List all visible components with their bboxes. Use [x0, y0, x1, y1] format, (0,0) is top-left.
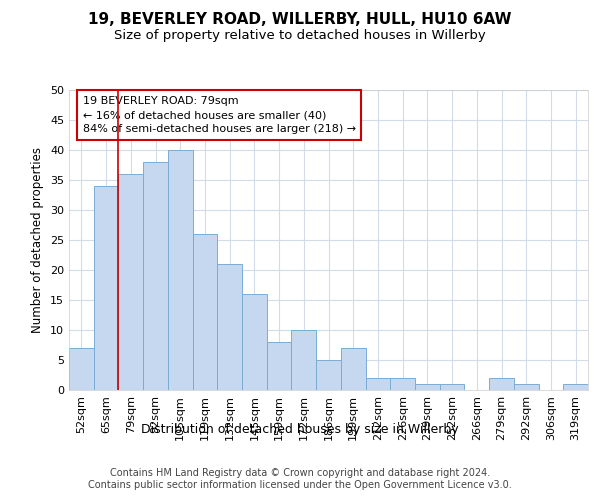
Bar: [193, 234, 217, 390]
Text: 19 BEVERLEY ROAD: 79sqm
← 16% of detached houses are smaller (40)
84% of semi-de: 19 BEVERLEY ROAD: 79sqm ← 16% of detache…: [83, 96, 356, 134]
Bar: [94, 186, 118, 390]
Bar: [563, 384, 588, 390]
Text: Size of property relative to detached houses in Willerby: Size of property relative to detached ho…: [114, 29, 486, 42]
Bar: [217, 264, 242, 390]
Bar: [514, 384, 539, 390]
Text: Contains public sector information licensed under the Open Government Licence v3: Contains public sector information licen…: [88, 480, 512, 490]
Bar: [118, 174, 143, 390]
Bar: [341, 348, 365, 390]
Bar: [390, 378, 415, 390]
Bar: [440, 384, 464, 390]
Bar: [69, 348, 94, 390]
Bar: [242, 294, 267, 390]
Bar: [168, 150, 193, 390]
Bar: [267, 342, 292, 390]
Text: Distribution of detached houses by size in Willerby: Distribution of detached houses by size …: [141, 422, 459, 436]
Bar: [143, 162, 168, 390]
Text: 19, BEVERLEY ROAD, WILLERBY, HULL, HU10 6AW: 19, BEVERLEY ROAD, WILLERBY, HULL, HU10 …: [88, 12, 512, 28]
Bar: [292, 330, 316, 390]
Bar: [316, 360, 341, 390]
Bar: [365, 378, 390, 390]
Bar: [415, 384, 440, 390]
Y-axis label: Number of detached properties: Number of detached properties: [31, 147, 44, 333]
Bar: [489, 378, 514, 390]
Text: Contains HM Land Registry data © Crown copyright and database right 2024.: Contains HM Land Registry data © Crown c…: [110, 468, 490, 477]
